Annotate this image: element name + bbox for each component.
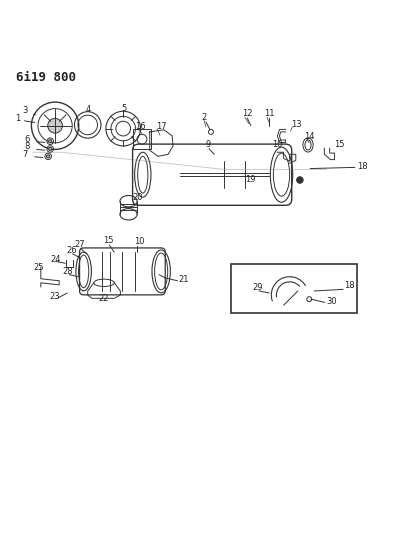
Circle shape <box>49 140 52 143</box>
Text: 29: 29 <box>252 283 263 292</box>
Circle shape <box>48 118 62 133</box>
Bar <box>231 264 357 313</box>
Text: 27: 27 <box>75 240 85 249</box>
Text: 6: 6 <box>24 135 30 144</box>
Ellipse shape <box>297 177 302 182</box>
Text: 22: 22 <box>99 294 109 303</box>
Text: 9: 9 <box>205 140 211 149</box>
Text: 19: 19 <box>245 175 255 184</box>
Text: 15: 15 <box>335 140 345 149</box>
Text: 16: 16 <box>135 122 146 131</box>
Text: 25: 25 <box>33 263 44 272</box>
Text: 8: 8 <box>24 142 30 151</box>
Text: 10: 10 <box>134 237 144 246</box>
Text: 18: 18 <box>344 281 355 290</box>
Text: 21: 21 <box>179 276 189 285</box>
Text: 11: 11 <box>264 109 275 118</box>
Text: 14: 14 <box>304 132 315 141</box>
Text: 6i19 800: 6i19 800 <box>16 71 76 84</box>
Text: 18: 18 <box>357 163 368 172</box>
Text: 13: 13 <box>291 119 302 128</box>
Text: 1: 1 <box>16 114 21 123</box>
Text: 28: 28 <box>62 267 73 276</box>
Text: 30: 30 <box>326 297 337 306</box>
Text: 26: 26 <box>67 246 77 255</box>
Text: 24: 24 <box>50 255 61 264</box>
Text: 15: 15 <box>103 236 114 245</box>
Circle shape <box>49 147 52 151</box>
Text: 2: 2 <box>201 114 206 123</box>
Text: 7: 7 <box>22 150 28 159</box>
Text: 10: 10 <box>273 140 283 149</box>
Text: 5: 5 <box>122 104 127 114</box>
Text: 17: 17 <box>156 122 166 131</box>
Text: 4: 4 <box>86 105 91 114</box>
Text: 3: 3 <box>22 106 28 115</box>
Text: 20: 20 <box>133 192 143 201</box>
Circle shape <box>297 177 303 183</box>
Text: 23: 23 <box>50 292 60 301</box>
Bar <box>133 129 151 149</box>
Circle shape <box>47 155 50 158</box>
Text: 12: 12 <box>242 109 253 118</box>
